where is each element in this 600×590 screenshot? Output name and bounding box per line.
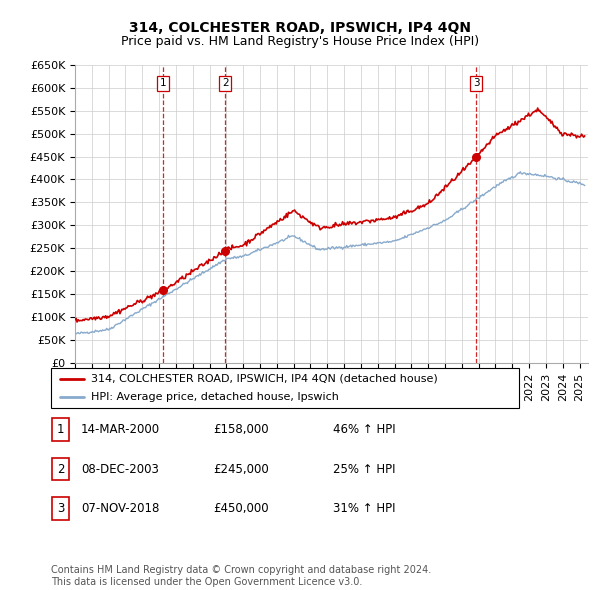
Text: Price paid vs. HM Land Registry's House Price Index (HPI): Price paid vs. HM Land Registry's House … [121, 35, 479, 48]
Text: £245,000: £245,000 [213, 463, 269, 476]
Text: 31% ↑ HPI: 31% ↑ HPI [333, 502, 395, 515]
Text: Contains HM Land Registry data © Crown copyright and database right 2024.
This d: Contains HM Land Registry data © Crown c… [51, 565, 431, 587]
Text: 1: 1 [57, 423, 64, 436]
Text: 07-NOV-2018: 07-NOV-2018 [81, 502, 160, 515]
Text: 2: 2 [57, 463, 64, 476]
Text: HPI: Average price, detached house, Ipswich: HPI: Average price, detached house, Ipsw… [91, 392, 338, 402]
Text: 46% ↑ HPI: 46% ↑ HPI [333, 423, 395, 436]
Text: 08-DEC-2003: 08-DEC-2003 [81, 463, 159, 476]
Text: 3: 3 [473, 78, 479, 88]
Text: 1: 1 [160, 78, 166, 88]
Text: 25% ↑ HPI: 25% ↑ HPI [333, 463, 395, 476]
Text: 2: 2 [222, 78, 229, 88]
Text: 314, COLCHESTER ROAD, IPSWICH, IP4 4QN: 314, COLCHESTER ROAD, IPSWICH, IP4 4QN [129, 21, 471, 35]
Text: £450,000: £450,000 [213, 502, 269, 515]
Text: 3: 3 [57, 502, 64, 515]
Text: £158,000: £158,000 [213, 423, 269, 436]
Text: 314, COLCHESTER ROAD, IPSWICH, IP4 4QN (detached house): 314, COLCHESTER ROAD, IPSWICH, IP4 4QN (… [91, 374, 437, 384]
Text: 14-MAR-2000: 14-MAR-2000 [81, 423, 160, 436]
